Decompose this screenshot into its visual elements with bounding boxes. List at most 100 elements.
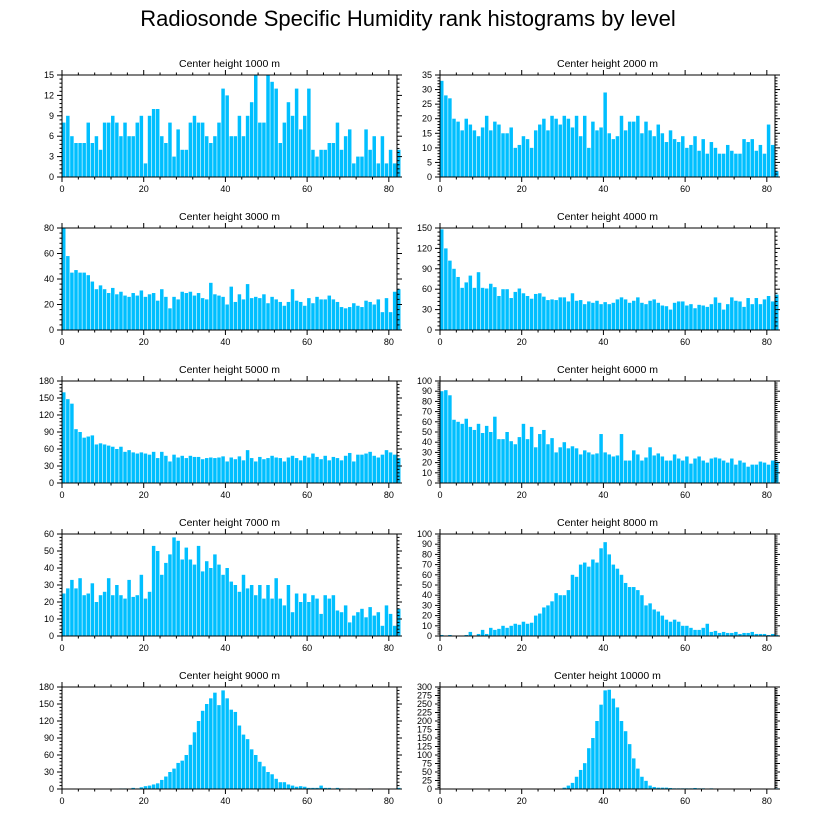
histogram-bar [587, 566, 591, 636]
histogram-bar [262, 598, 266, 636]
histogram-bar [725, 304, 730, 330]
histogram-bar [143, 296, 148, 330]
histogram-bar [225, 95, 229, 177]
histogram-bar [270, 296, 274, 330]
histogram-bar [282, 461, 287, 483]
histogram-bar [484, 115, 489, 177]
y-tick-label: 10 [422, 143, 432, 153]
histogram-bar [664, 306, 669, 330]
histogram-bar [196, 545, 201, 636]
histogram-bar [456, 421, 460, 483]
histogram-bar [566, 590, 571, 636]
histogram-bar [339, 307, 344, 330]
x-tick-label: 40 [598, 490, 608, 500]
histogram-bar [241, 136, 246, 177]
histogram-bar [566, 118, 571, 177]
histogram-bar [705, 306, 710, 330]
histogram-bar [196, 122, 201, 177]
histogram-bar [497, 296, 501, 330]
x-tick-label: 60 [302, 490, 312, 500]
histogram-bar [307, 298, 311, 330]
x-tick-label: 0 [59, 490, 64, 500]
histogram-bar [464, 634, 468, 636]
histogram-bar [237, 591, 242, 636]
histogram-bar [294, 786, 299, 789]
histogram-bar [217, 457, 221, 483]
y-tick-label: 150 [39, 393, 54, 403]
histogram-bar [290, 612, 295, 636]
histogram-bar [582, 450, 587, 483]
histogram-bar [505, 133, 509, 177]
histogram-bar [335, 122, 340, 177]
y-tick-label: 0 [427, 325, 432, 335]
histogram-bar [607, 133, 611, 177]
histogram-bar [319, 149, 323, 177]
y-tick-label: 60 [44, 249, 54, 259]
histogram-bar [517, 624, 522, 636]
histogram-bar [721, 631, 726, 636]
histogram-bar [472, 287, 477, 330]
histogram-bar [111, 287, 115, 330]
x-tick-label: 40 [598, 796, 608, 806]
histogram-bar [640, 776, 644, 789]
y-tick-label: 30 [44, 767, 54, 777]
histogram-bar [106, 578, 111, 636]
histogram-bar [278, 598, 283, 636]
histogram-bar [254, 296, 258, 330]
y-tick-label: 175 [417, 725, 432, 735]
histogram-bar [131, 452, 135, 483]
histogram-bar [74, 143, 78, 177]
histogram-bar [176, 129, 180, 177]
histogram-bar [574, 776, 579, 789]
histogram-bar [254, 595, 258, 636]
histogram-bar [303, 455, 307, 483]
histogram-bar [315, 598, 319, 636]
histogram-bar [701, 460, 705, 483]
histogram-bar [501, 439, 505, 483]
y-tick-label: 70 [422, 407, 432, 417]
histogram-bar [164, 296, 168, 330]
histogram-bar [286, 102, 291, 177]
histogram-bar [131, 596, 135, 636]
histogram-bar [660, 133, 665, 177]
histogram-bar [180, 760, 184, 789]
histogram-bar [221, 690, 225, 789]
histogram-bar [742, 632, 746, 636]
histogram-bar [266, 75, 270, 177]
histogram-bar [738, 633, 742, 636]
x-tick-label: 60 [680, 337, 690, 347]
histogram-bar [294, 458, 299, 483]
histogram-bar [98, 149, 103, 177]
histogram-bar [237, 115, 242, 177]
histogram-bar [509, 127, 513, 177]
histogram-bar [607, 454, 611, 483]
histogram-bar [587, 452, 591, 483]
histogram-bar [513, 444, 518, 483]
y-tick-label: 150 [417, 223, 432, 233]
histogram-bar [356, 156, 360, 177]
histogram-bar [274, 299, 278, 330]
histogram-bar [180, 149, 184, 177]
histogram-bar [456, 121, 460, 177]
histogram-bar [656, 453, 661, 483]
histogram-bar [599, 704, 603, 789]
histogram-bar [249, 298, 254, 330]
x-tick-label: 0 [59, 643, 64, 653]
histogram-bar [368, 301, 372, 330]
histogram-bar [730, 458, 734, 483]
histogram-panel: Center height 10000 m0 20 40 60 800255075100… [417, 670, 780, 806]
histogram-bar [513, 147, 518, 177]
histogram-bar [705, 623, 710, 636]
histogram-bar [360, 608, 364, 636]
histogram-bar [70, 272, 74, 330]
histogram-bar [115, 585, 119, 636]
y-tick-label: 100 [417, 376, 432, 386]
x-tick-label: 80 [384, 643, 394, 653]
y-tick-label: 60 [44, 529, 54, 539]
histogram-bar [221, 296, 225, 330]
histogram-bar [102, 591, 107, 636]
histogram-bar [480, 629, 485, 636]
histogram-bar [123, 295, 127, 330]
histogram-bar [184, 458, 189, 483]
histogram-bar [603, 690, 607, 789]
